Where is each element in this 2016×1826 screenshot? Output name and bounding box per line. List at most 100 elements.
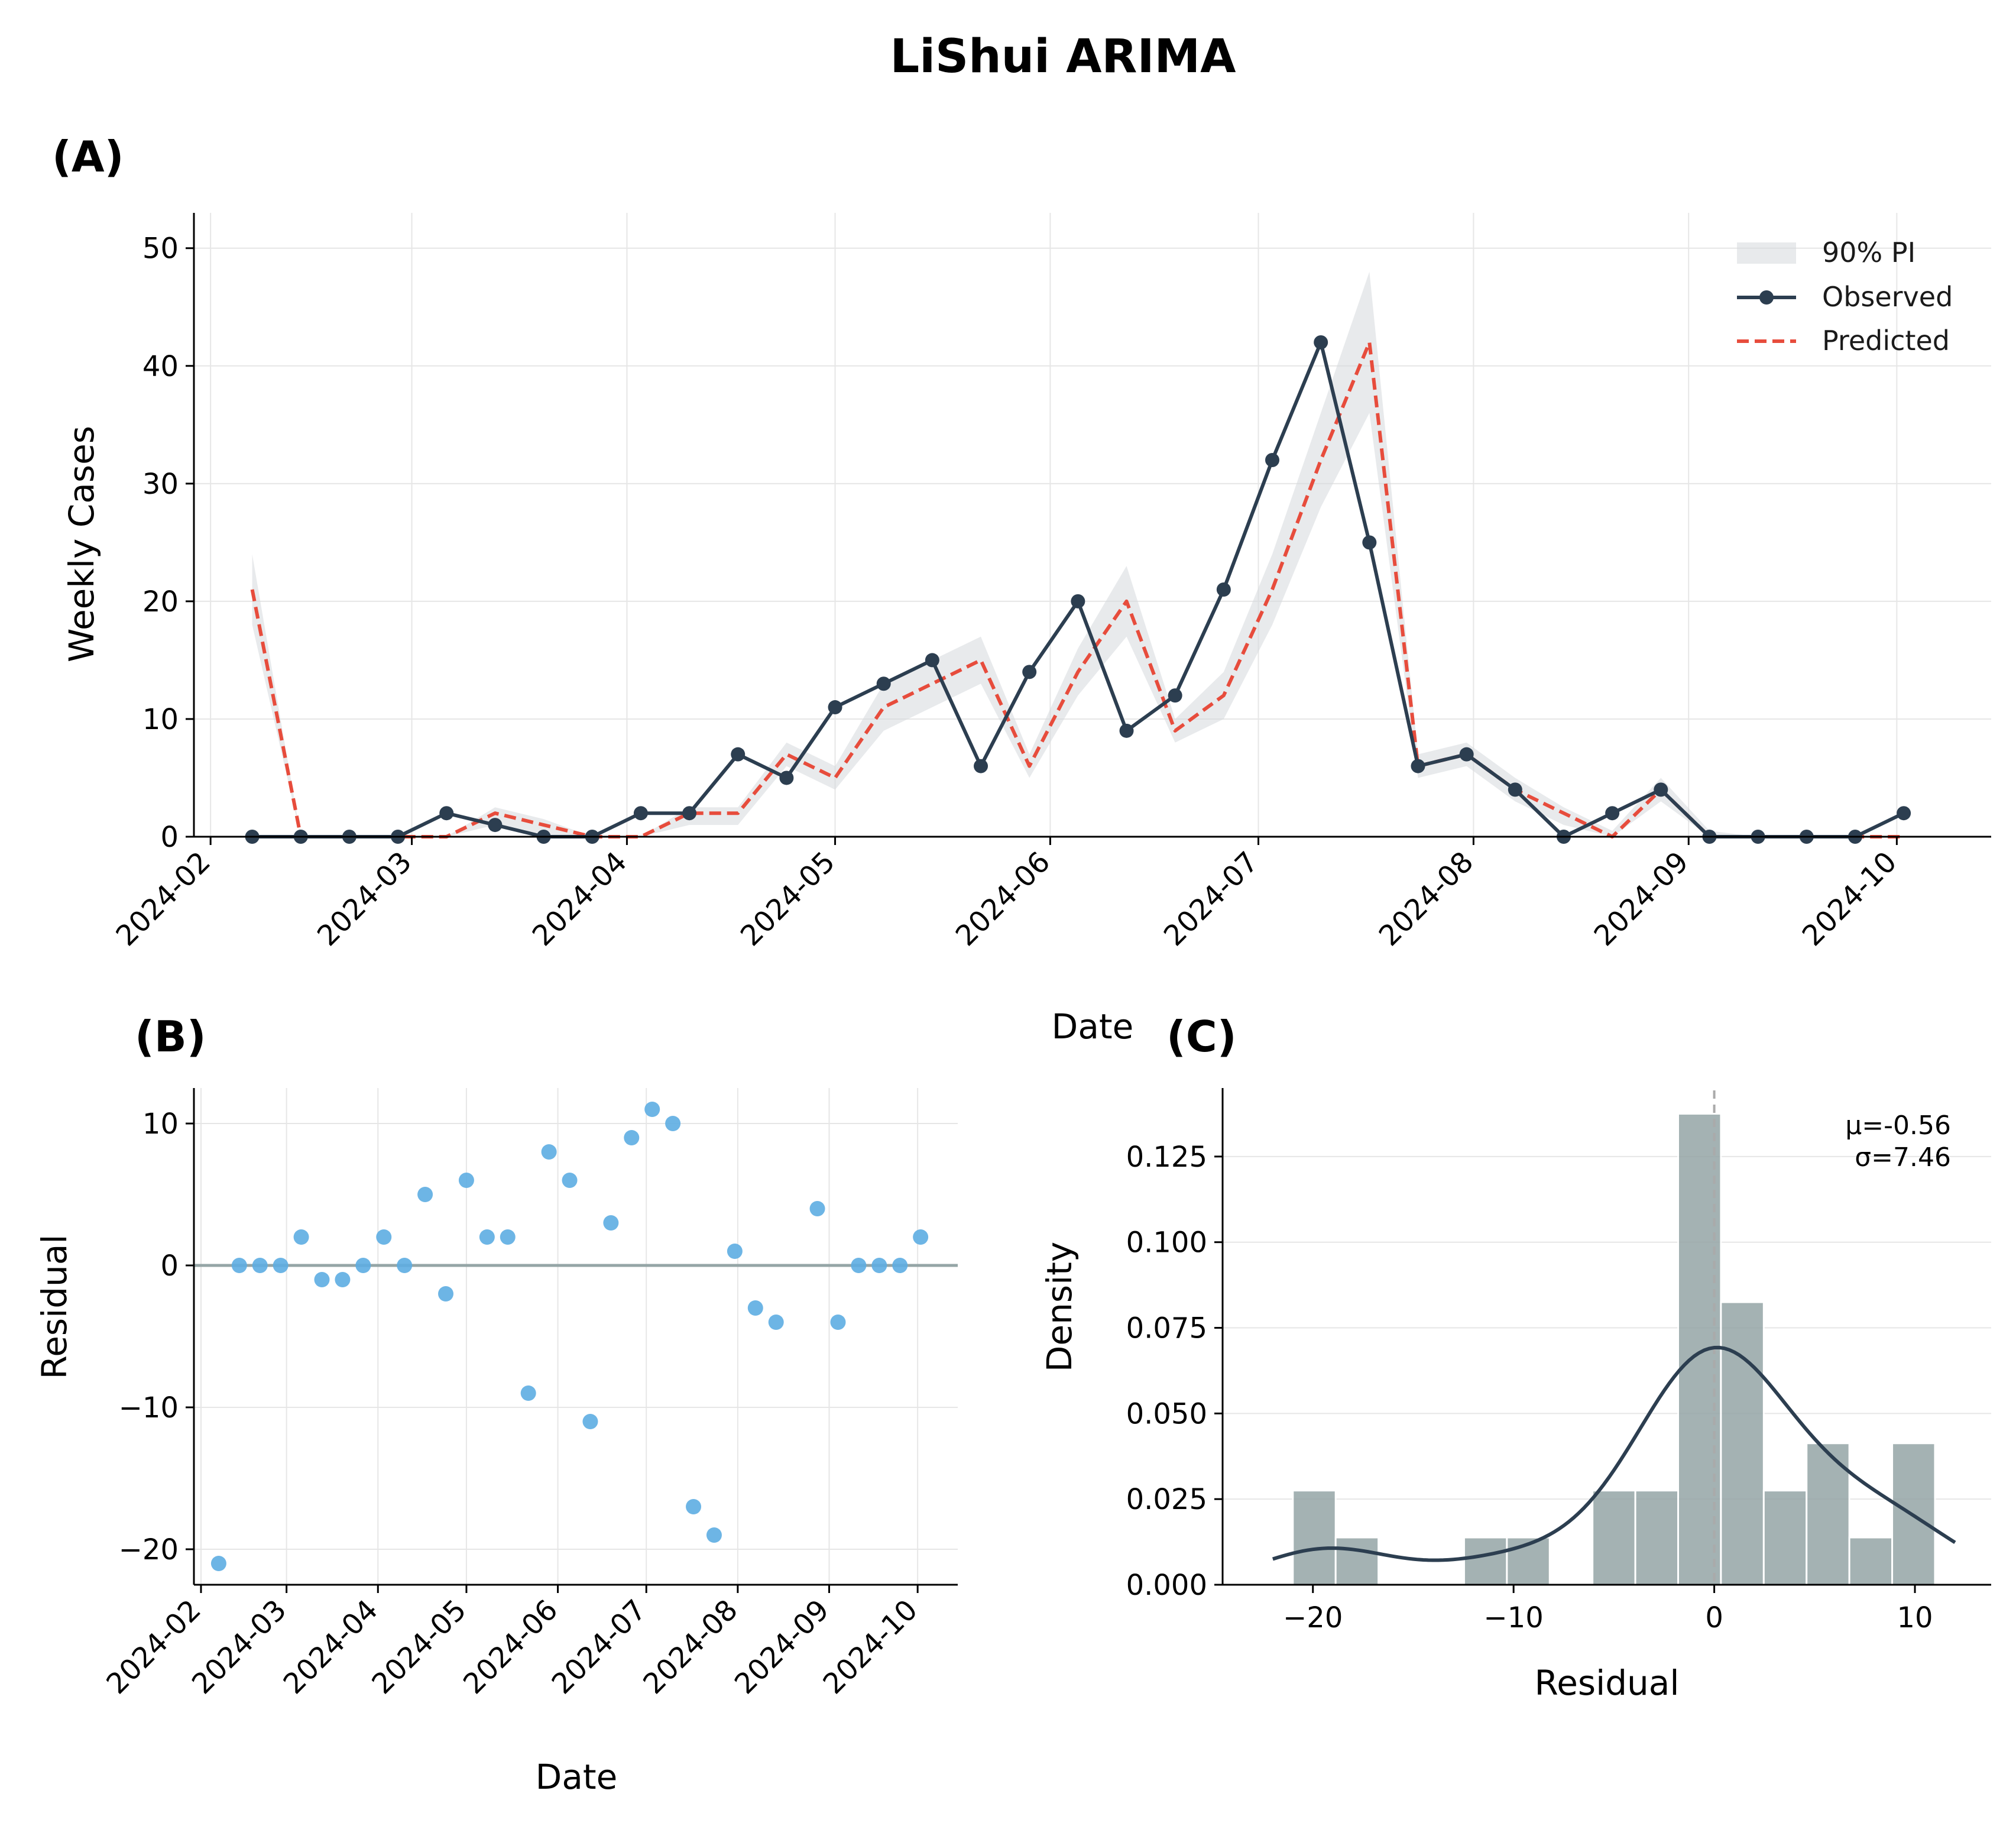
panel-b-xtick-label: 2024-05 [365,1594,472,1701]
panel-a-xlabel: Date [1052,1006,1134,1047]
panel-b-xtick-label: 2024-08 [637,1594,744,1701]
panel-c-kde-curve [1272,1345,1956,1562]
legend-predicted-label: Predicted [1822,325,1950,357]
panel-a-ytick-label: 30 [142,468,179,501]
panel-c-histogram [1292,1112,1936,1586]
figure-title: LiShui ARIMA [890,30,1236,83]
panel-c-histogram-bar [1634,1490,1679,1586]
panel-a-observed-point [1897,806,1911,821]
panel-a-xtick-label: 2024-08 [1373,846,1480,953]
panel-a-forecast: (A) 0 10 20 30 40 50 2024-02 2024-03 2024-04 2024… [52,132,1991,1047]
panel-b-residual-point [665,1116,681,1131]
panel-c-ticks: 0.000 0.025 0.050 0.075 0.100 0.125 −20 −10 0 10 [1126,1141,1933,1634]
panel-b-residual-point [913,1229,929,1245]
panel-c-histogram-bar [1592,1490,1636,1586]
panel-b-residual-point [582,1414,598,1429]
panel-c-histogram-bar [1762,1490,1808,1586]
panel-c-histogram-bar [1463,1536,1508,1586]
panel-c-ytick-label: 0.075 [1126,1312,1207,1345]
panel-b-residual-point [500,1229,516,1245]
panel-c-ylabel: Density [1039,1242,1080,1372]
panel-a-observed-point [1362,535,1377,550]
panel-a-observed-series [245,335,1911,844]
panel-b-residual-point [355,1258,371,1273]
panel-a-observed-point [682,806,697,821]
panel-b-residual-point [747,1300,763,1316]
panel-b-residual-point [231,1258,247,1273]
panel-c-ytick-label: 0.050 [1126,1397,1207,1430]
panel-a-observed-point [633,806,648,821]
panel-a-observed-point [1168,688,1182,703]
panel-b-residual-point [706,1527,722,1543]
panel-a-observed-point [1119,723,1134,738]
panel-b-residual-point [252,1258,268,1273]
legend-band-swatch [1737,242,1796,264]
panel-b-residual-point [479,1229,495,1245]
panel-a-legend: 90% PI Observed Predicted [1737,237,1953,357]
panel-a-predicted-series [250,340,1904,838]
panel-c-xtick-label: 10 [1897,1601,1933,1634]
panel-c-xtick-label: −10 [1484,1601,1544,1634]
panel-b-xtick-label: 2024-09 [728,1594,835,1701]
panel-a-observed-point [974,759,988,773]
panel-c-xtick-label: 0 [1705,1601,1723,1634]
panel-b-residual-point [417,1187,433,1202]
panel-b-axes [193,1088,958,1586]
panel-c-distribution: (C) 0.000 0.025 0.050 0.075 0.100 0.125 −20 −10… [1039,1012,1991,1703]
panel-b-residuals: (B) −20−100102024-022024-032024-042024-0… [34,1012,958,1797]
panel-c-kde [1272,1345,1956,1562]
panel-c-stats-mu: μ=-0.56 [1845,1111,1951,1141]
panel-a-ytick-label: 50 [142,232,179,266]
panel-c-label: (C) [1166,1012,1237,1061]
panel-a-predicted-line [250,340,1904,838]
panel-a-xtick-label: 2024-02 [110,846,217,953]
panel-a-ytick-label: 20 [142,585,179,619]
panel-b-ylabel: Residual [34,1235,74,1380]
panel-b-residual-point [562,1173,578,1188]
panel-a-observed-point [1314,335,1328,349]
panel-c-stats-sigma: σ=7.46 [1855,1142,1951,1173]
panel-b-residual-point [376,1229,392,1245]
panel-a-observed-point [488,818,503,833]
panel-c-histogram-bar [1292,1490,1337,1586]
panel-b-ytick-label: 10 [142,1108,179,1141]
panel-a-observed-point [779,770,794,785]
panel-a-label: (A) [52,132,124,182]
panel-a-observed-point [1022,665,1037,679]
panel-a-xtick-label: 2024-04 [526,846,633,953]
panel-c-xtick-label: −20 [1283,1601,1343,1634]
panel-b-xtick-label: 2024-02 [100,1594,207,1701]
panel-b-residual-points [210,1102,929,1571]
panel-c-xlabel: Residual [1535,1663,1680,1703]
panel-a-ytick-label: 0 [160,821,179,854]
panel-b-xtick-label: 2024-10 [817,1594,924,1701]
panel-b-ytick-label: 0 [160,1249,179,1283]
panel-a-observed-point [1459,747,1474,762]
panel-b-residual-point [603,1215,619,1231]
panel-c-axes [1221,1088,1991,1586]
panel-b-xtick-label: 2024-04 [277,1594,384,1701]
panel-b-residual-point [438,1286,454,1301]
panel-b-label: (B) [135,1012,206,1061]
panel-c-histogram-bar [1334,1536,1380,1586]
panel-b-xtick-label: 2024-03 [186,1594,293,1701]
panel-b-residual-point [809,1201,825,1216]
panel-a-xtick-label: 2024-09 [1588,846,1695,953]
panel-c-ytick-label: 0.025 [1126,1483,1207,1516]
panel-c-ytick-label: 0.000 [1126,1569,1207,1602]
panel-b-ytick-label: −10 [119,1391,179,1424]
panel-a-ytick-label: 10 [142,703,179,736]
legend-band-label: 90% PI [1822,237,1915,268]
panel-a-observed-point [876,676,891,691]
panel-a-xtick-label: 2024-03 [311,846,418,953]
panel-b-xlabel: Date [536,1757,618,1797]
legend-observed-label: Observed [1822,281,1953,313]
panel-a-observed-point [1654,782,1668,797]
panel-b-ytick-label: −20 [119,1533,179,1566]
panel-b-residual-point [892,1258,908,1273]
panel-a-observed-point [1216,582,1231,597]
panel-b-residual-point [871,1258,887,1273]
panel-b-residual-point [624,1130,640,1145]
panel-b-residual-point [520,1385,536,1401]
